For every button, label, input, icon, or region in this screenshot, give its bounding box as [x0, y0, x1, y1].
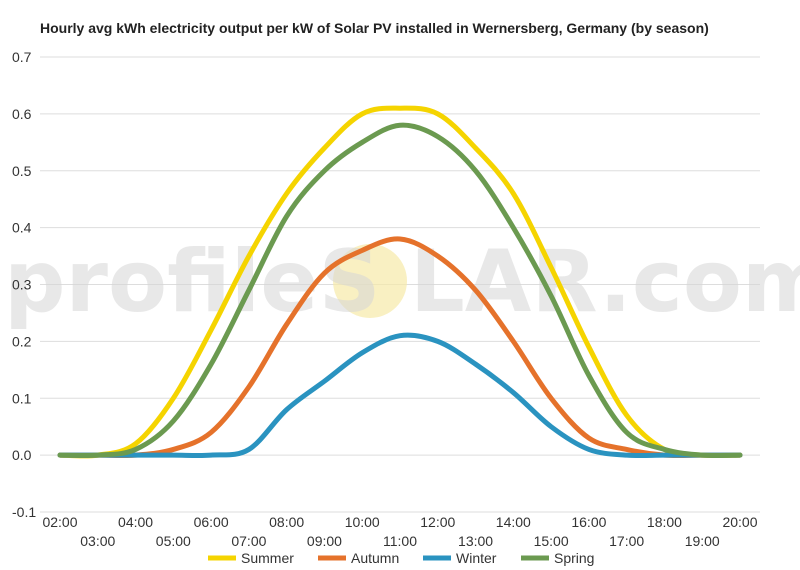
x-tick-label: 20:00	[722, 514, 757, 530]
y-tick-label: 0.1	[12, 390, 32, 406]
legend: Summer Autumn Winter Spring	[208, 550, 594, 566]
series-line-spring	[57, 122, 743, 459]
x-tick-label: 11:00	[383, 533, 417, 549]
x-tick-label: 06:00	[194, 514, 229, 530]
x-tick-label: 15:00	[534, 533, 569, 549]
x-tick-label: 05:00	[156, 533, 191, 549]
x-tick-label: 08:00	[269, 514, 304, 530]
x-tick-label: 03:00	[80, 533, 115, 549]
x-tick-label: 17:00	[609, 533, 644, 549]
y-tick-label: 0.0	[12, 447, 32, 463]
legend-label: Spring	[554, 550, 594, 566]
watermark-text-left: profileS	[4, 232, 381, 332]
legend-label: Winter	[456, 550, 497, 566]
y-tick-label: 0.5	[12, 163, 32, 179]
x-axis: 02:0003:0004:0005:0006:0007:0008:0009:00…	[42, 514, 757, 549]
x-tick-label: 04:00	[118, 514, 153, 530]
x-tick-label: 10:00	[345, 514, 380, 530]
y-axis: 0.7 0.6 0.5 0.4 0.3 0.2 0.1 0.0 -0.1	[12, 49, 36, 520]
x-tick-label: 09:00	[307, 533, 342, 549]
x-tick-label: 12:00	[420, 514, 455, 530]
y-tick-label: 0.6	[12, 106, 32, 122]
y-tick-label: -0.1	[12, 504, 36, 520]
y-tick-label: 0.4	[12, 220, 32, 236]
x-tick-label: 18:00	[647, 514, 682, 530]
watermark: profileS LAR.com	[4, 232, 800, 332]
x-tick-label: 14:00	[496, 514, 531, 530]
series-line-autumn	[57, 236, 743, 459]
x-tick-label: 02:00	[42, 514, 77, 530]
series-line-summer	[57, 105, 743, 459]
x-tick-label: 07:00	[231, 533, 266, 549]
legend-label: Autumn	[351, 550, 399, 566]
series-line-winter	[57, 332, 743, 459]
y-tick-label: 0.2	[12, 333, 32, 349]
y-tick-label: 0.3	[12, 277, 32, 293]
watermark-text-right: LAR.com	[410, 232, 800, 332]
x-tick-label: 19:00	[685, 533, 720, 549]
legend-label: Summer	[241, 550, 294, 566]
chart-title: Hourly avg kWh electricity output per kW…	[40, 20, 709, 36]
y-tick-label: 0.7	[12, 49, 32, 65]
watermark-sun-icon	[333, 244, 407, 318]
x-tick-label: 16:00	[571, 514, 606, 530]
x-tick-label: 13:00	[458, 533, 493, 549]
series-lines	[57, 105, 743, 459]
